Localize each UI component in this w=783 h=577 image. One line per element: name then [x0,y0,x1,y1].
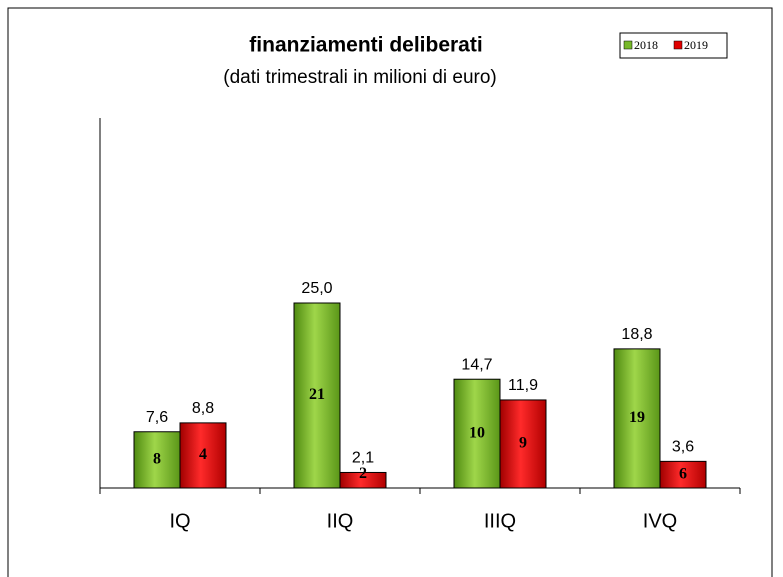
bar [499,399,547,489]
legend-label: 2018 [634,38,658,52]
value-label: 25,0 [301,280,332,297]
legend-swatch [673,40,683,50]
legend-label: 2019 [684,38,708,52]
value-label: 7,6 [146,409,168,426]
x-tick-label: IQ [169,510,190,532]
bar [293,302,341,489]
bar-label: 8 [153,451,161,468]
bar [133,431,181,489]
bar [659,460,707,489]
value-label: 8,8 [192,400,214,417]
value-label: 11,9 [508,377,538,394]
x-tick-label: IIIQ [484,510,516,532]
bar-label: 21 [309,386,325,403]
frame [7,7,773,577]
bar-label: 10 [469,424,485,441]
x-tick-label: IIQ [327,510,354,532]
value-label: 18,8 [621,326,652,343]
bar-label: 9 [519,435,527,452]
value-label: 3,6 [672,439,694,456]
value-label: 2,1 [352,450,374,467]
bar-label: 19 [629,409,645,426]
bar [613,348,661,489]
x-tick-label: IVQ [643,510,677,532]
bar [179,422,227,489]
bar-label: 2 [359,465,367,482]
bar-label: 6 [679,465,687,482]
bar [339,471,387,489]
chart-subtitle: (dati trimestrali in milioni di euro) [223,67,496,88]
chart-title: finanziamenti deliberati [249,34,482,57]
legend-box [619,32,728,59]
legend-swatch [623,40,633,50]
value-label: 14,7 [461,356,492,373]
bar-label: 4 [199,446,207,463]
